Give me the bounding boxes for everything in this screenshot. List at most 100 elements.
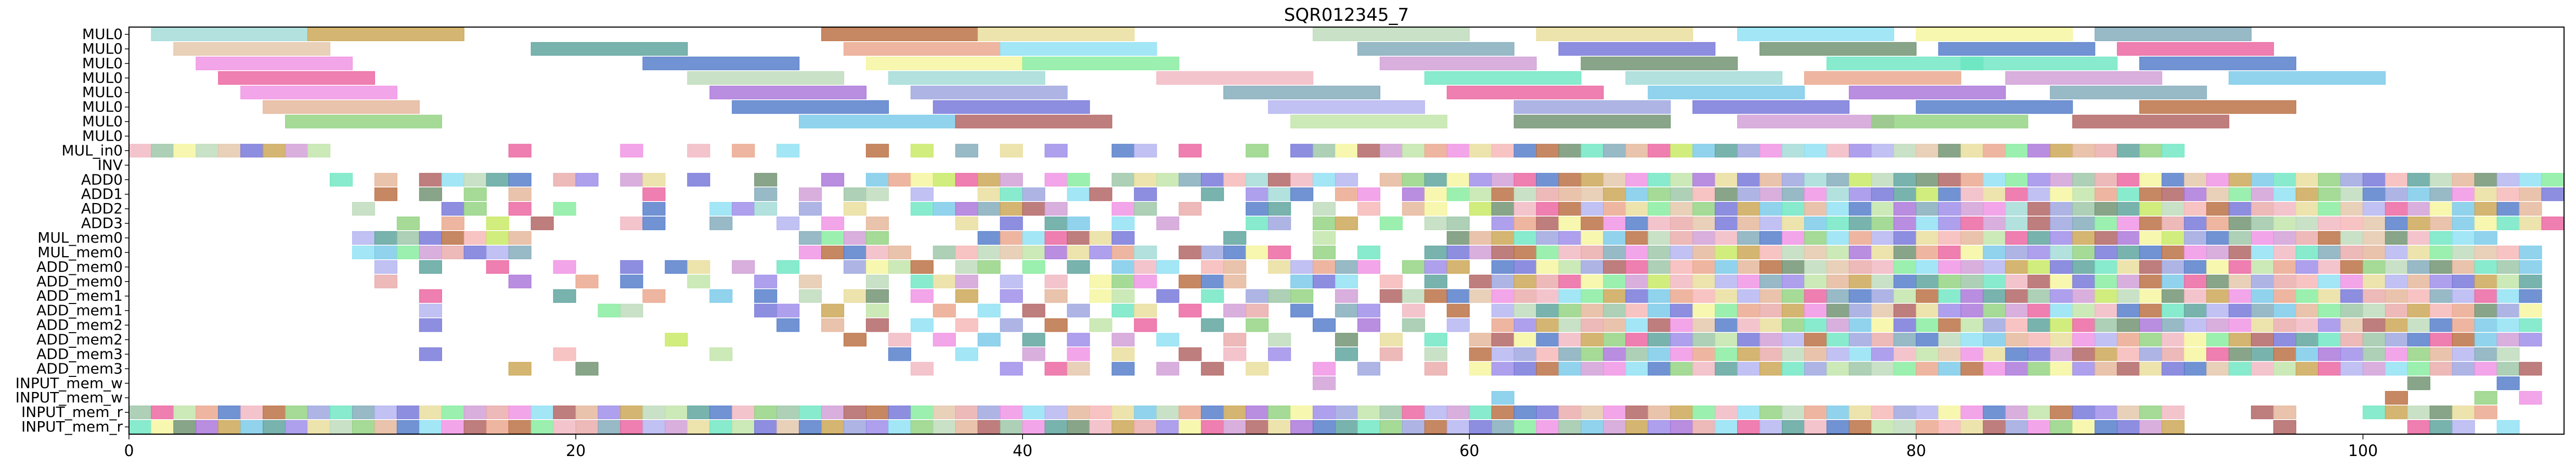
- task-bar: [2117, 216, 2140, 231]
- task-bar: [1871, 245, 1894, 259]
- task-bar: [1022, 187, 1045, 201]
- task-bar: [1603, 347, 1626, 361]
- task-bar: [2340, 318, 2364, 332]
- task-bar: [1648, 289, 1671, 303]
- task-bar: [1558, 187, 1582, 201]
- task-bar: [1067, 231, 1090, 245]
- task-bar: [665, 420, 688, 434]
- task-bar: [1648, 245, 1671, 259]
- task-bar: [2519, 333, 2542, 347]
- task-bar: [2251, 216, 2274, 231]
- task-bar: [2117, 274, 2140, 288]
- task-bar: [1469, 289, 1492, 303]
- task-bar: [1715, 420, 1738, 434]
- task-bar: [2072, 187, 2095, 201]
- task-bar: [2094, 420, 2118, 434]
- task-bar: [1513, 318, 1537, 332]
- task-bar: [1022, 333, 1045, 347]
- task-bar: [1424, 216, 1447, 231]
- task-bar: [441, 202, 464, 216]
- task-bar: [2407, 274, 2430, 288]
- task-bar: [1022, 347, 1045, 361]
- task-bar: [2094, 202, 2118, 216]
- task-bar: [2117, 289, 2140, 303]
- task-bar: [1915, 27, 2073, 42]
- task-bar: [2362, 274, 2386, 288]
- task-bar: [1089, 318, 1112, 332]
- task-bar: [865, 173, 889, 187]
- task-bar: [1022, 303, 1045, 318]
- task-bar: [329, 173, 353, 187]
- task-bar: [2407, 202, 2430, 216]
- task-bar: [530, 42, 688, 56]
- task-bar: [977, 173, 1001, 187]
- task-bar: [2139, 56, 2297, 70]
- task-bar: [2206, 231, 2230, 245]
- task-bar: [1848, 333, 1872, 347]
- task-bar: [1536, 333, 1559, 347]
- task-bar: [709, 85, 867, 99]
- task-bar: [1246, 303, 1269, 318]
- task-bar: [1022, 260, 1045, 274]
- task-bar: [307, 144, 331, 158]
- task-bar: [1402, 303, 1425, 318]
- task-bar: [2027, 216, 2051, 231]
- task-bar: [955, 173, 978, 187]
- task-bar: [1715, 303, 1738, 318]
- task-bar: [1938, 303, 1961, 318]
- task-bar: [1312, 144, 1336, 158]
- task-bar: [2340, 303, 2364, 318]
- task-bar: [2295, 362, 2319, 376]
- task-bar: [1782, 216, 1805, 231]
- y-tick-label: MUL0: [82, 69, 123, 86]
- task-bar: [1156, 71, 1314, 85]
- task-bar: [240, 406, 264, 420]
- plot-frame: [128, 27, 2565, 435]
- task-bar: [263, 420, 286, 434]
- task-bar: [1960, 274, 1984, 288]
- task-bar: [1491, 391, 1514, 405]
- task-bar: [1491, 420, 1514, 434]
- task-bar: [1893, 333, 1917, 347]
- task-bar: [1000, 144, 1023, 158]
- task-bar: [2229, 289, 2252, 303]
- task-bar: [2496, 245, 2520, 259]
- task-bar: [1938, 362, 1961, 376]
- task-bar: [1111, 303, 1135, 318]
- task-bar: [2117, 173, 2140, 187]
- task-bar: [1335, 406, 1358, 420]
- task-bar: [1670, 362, 1693, 376]
- task-bar: [2385, 303, 2408, 318]
- task-bar: [1111, 406, 1135, 420]
- task-bar: [977, 303, 1001, 318]
- task-bar: [888, 333, 911, 347]
- task-bar: [1000, 245, 1023, 259]
- task-bar: [2206, 202, 2230, 216]
- y-tick-label: MUL0: [82, 40, 123, 57]
- task-bar: [1000, 274, 1023, 288]
- task-bar: [2072, 216, 2095, 231]
- task-bar: [2072, 362, 2095, 376]
- task-bar: [843, 202, 867, 216]
- task-bar: [1536, 318, 1559, 332]
- task-bar: [843, 420, 867, 434]
- task-bar: [1893, 187, 1917, 201]
- task-bar: [1089, 187, 1112, 201]
- task-bar: [1223, 260, 1247, 274]
- task-bar: [1581, 202, 1604, 216]
- task-bar: [2429, 333, 2453, 347]
- task-bar: [2429, 274, 2453, 288]
- task-bar: [1915, 303, 1939, 318]
- task-bar: [1067, 333, 1090, 347]
- task-bar: [2229, 274, 2252, 288]
- task-bar: [754, 274, 778, 288]
- task-bar: [2273, 420, 2297, 434]
- task-bar: [1960, 202, 1984, 216]
- task-bar: [1290, 173, 1314, 187]
- task-bar: [865, 318, 889, 332]
- task-bar: [1848, 420, 1872, 434]
- task-bar: [2027, 144, 2051, 158]
- task-bar: [1558, 144, 1582, 158]
- task-bar: [463, 245, 487, 259]
- task-bar: [1960, 318, 1984, 332]
